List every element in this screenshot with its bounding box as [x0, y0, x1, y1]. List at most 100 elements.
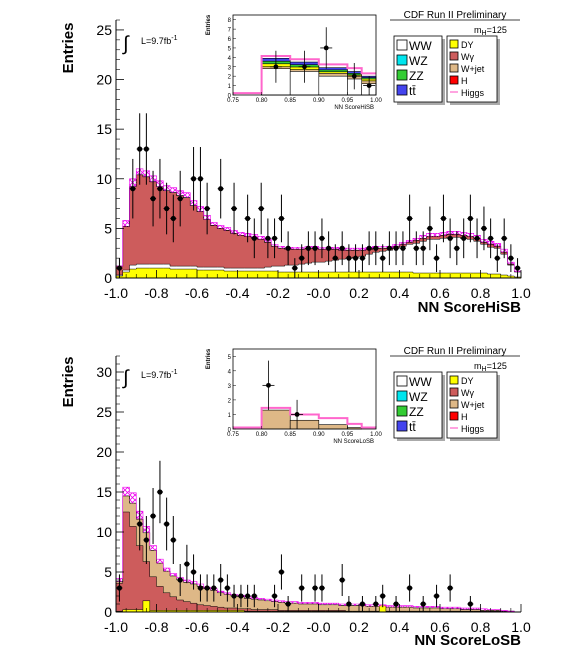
- top-data-point: [339, 245, 345, 251]
- bottom-inset-x-tick-label: 0.95: [342, 432, 354, 438]
- top-legend-label-wgamma: Wγ: [461, 52, 474, 62]
- bottom-data-point: [380, 593, 386, 599]
- top-data-point: [352, 255, 359, 261]
- top-lumi-label: ∫ L=9.7fb-1: [122, 33, 178, 55]
- top-legend-label-ww: WW: [409, 39, 432, 53]
- bottom-mass-symbol: m: [474, 361, 482, 371]
- top-legend-swatch-wjet: [449, 63, 459, 73]
- top-data-point: [190, 176, 197, 182]
- top-data-point: [258, 205, 264, 212]
- top-data-point: [447, 235, 453, 241]
- top-stack-ww: [115, 237, 522, 279]
- bottom-lumi-value: L=9.7fb: [141, 370, 171, 380]
- bottom-data-point: [197, 585, 204, 591]
- top-data-point: [204, 205, 210, 212]
- bottom-data-point: [164, 521, 170, 527]
- bottom-inset-xlabel: NN ScoreLoSB: [333, 439, 374, 445]
- bottom-data-point: [373, 601, 379, 607]
- bottom-data-point: [312, 585, 318, 591]
- top-inset-y-tick-label: 8: [228, 18, 232, 24]
- bottom-legend-label-ttbar: tt̄: [409, 420, 416, 434]
- top-data-point: [481, 225, 487, 231]
- bottom-mass-label: mH=125: [474, 361, 507, 373]
- bottom-data-point: [285, 601, 291, 607]
- bottom-x-tick-label: 0.4: [390, 619, 410, 635]
- bottom-data-point: [245, 593, 251, 599]
- top-lumi-value: L=9.7fb: [141, 36, 171, 46]
- top-data-point: [508, 255, 514, 261]
- top-data-point: [143, 146, 149, 152]
- top-inset-data-point: [366, 83, 372, 88]
- bottom-data-point: [346, 601, 352, 607]
- top-inset-data-point: [323, 45, 329, 51]
- top-legend-label-higgs: Higgs: [461, 88, 485, 98]
- top-x-tick-label: -0.2: [266, 285, 290, 301]
- top-legend-label-dy: DY: [461, 40, 474, 50]
- top-mass-value: =125: [487, 25, 507, 35]
- top-x-tick-label: 0.4: [390, 285, 410, 301]
- bottom-data-point: [278, 569, 285, 575]
- bottom-inset-bar-wjet: [261, 409, 291, 430]
- top-data-point: [319, 235, 325, 241]
- top-x-tick-label: -1.0: [104, 285, 128, 301]
- top-y-tick-label: 20: [96, 72, 112, 88]
- top-data-point: [366, 245, 372, 251]
- bottom-legend-label-h: H: [461, 412, 468, 422]
- bottom-data-point: [190, 569, 197, 575]
- top-data-point: [177, 196, 183, 202]
- top-legend-label-h: H: [461, 76, 468, 86]
- bottom-x-tick-label: 0.8: [471, 619, 491, 635]
- top-legend-label-wjet: W+jet: [461, 64, 485, 74]
- top-data-point: [305, 245, 311, 251]
- bottom-data-point: [211, 585, 217, 591]
- top-legend-swatch-h: [449, 75, 459, 85]
- top-data-point: [157, 186, 163, 192]
- top-inset-bar-ww: [318, 75, 348, 96]
- top-data-point: [137, 146, 143, 152]
- bottom-inset-x-tick-label: 1.00: [370, 432, 382, 438]
- top-x-tick-label: 0.2: [349, 285, 369, 301]
- top-inset-y-tick-label: 4: [228, 56, 232, 62]
- top-data-point: [245, 215, 251, 222]
- bottom-data-point: [143, 537, 149, 543]
- top-data-point: [433, 255, 440, 261]
- bottom-legend-swatch-zz: [396, 405, 408, 417]
- top-data-point: [494, 255, 500, 261]
- top-data-point: [386, 245, 392, 251]
- top-data-point: [197, 176, 204, 182]
- top-data-point: [413, 245, 419, 251]
- bottom-stack-wjet: [115, 495, 521, 613]
- top-data-point: [299, 255, 305, 261]
- bottom-legend-swatch-dy: [449, 375, 459, 385]
- top-data-point: [271, 235, 278, 241]
- bottom-inset-y-tick-label: 5: [228, 355, 232, 361]
- bottom-y-tick-label: 20: [96, 444, 112, 460]
- top-data-point: [285, 245, 291, 251]
- bottom-inset-y-tick-label: 4: [228, 369, 232, 375]
- svg-text:∫: ∫: [122, 33, 130, 55]
- top-data-point: [150, 196, 156, 202]
- top-data-point: [427, 225, 433, 231]
- top-data-point: [420, 245, 426, 251]
- top-inset-ylabel: Entries: [206, 14, 212, 35]
- top-inset-xlabel: NN ScoreHiSB: [334, 105, 374, 111]
- bottom-x-tick-label: 0.6: [430, 619, 450, 635]
- bottom-legend-swatch-wjet: [449, 399, 459, 409]
- top-inset-frame: [232, 14, 377, 96]
- bottom-legend-swatch-ww: [396, 375, 408, 387]
- top-data-point: [373, 245, 379, 251]
- bottom-inset-data-point: [266, 382, 271, 388]
- top-legend-label-wz: WZ: [409, 54, 428, 68]
- bottom-mass-value: =125: [487, 361, 507, 371]
- bottom-legend-swatch-wgamma: [449, 387, 459, 397]
- bottom-inset-ylabel: Entries: [206, 348, 212, 369]
- top-data-point: [170, 215, 176, 222]
- top-inset-x-tick-label: 0.75: [227, 98, 239, 104]
- top-data-point: [359, 255, 366, 261]
- bottom-data-point: [150, 513, 156, 519]
- top-lumi-superscript: -1: [171, 35, 177, 42]
- bottom-y-tick-label: 10: [96, 524, 112, 540]
- bottom-x-tick-label: -0.2: [266, 619, 290, 635]
- top-data-point: [346, 255, 352, 261]
